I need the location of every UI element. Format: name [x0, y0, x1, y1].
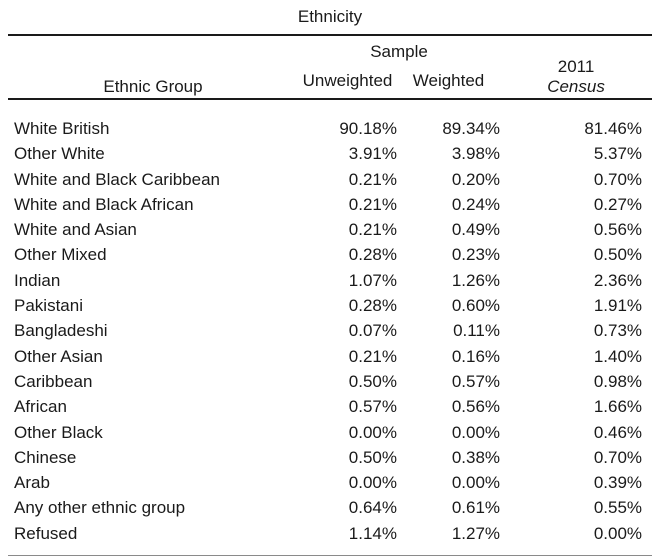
ethnic-group-cell: Any other ethnic group [14, 498, 186, 518]
percentage-cell: 0.60% [451, 296, 501, 316]
percentage-cell: 1.14% [348, 523, 397, 543]
percentage-cell: 0.00% [348, 473, 397, 493]
percentage-cell: 0.24% [451, 194, 501, 214]
table-row: Other Asian 0.21% 0.16% 1.40% [8, 344, 652, 369]
table-row: White British 90.18% 89.34% 81.46% [8, 99, 652, 141]
percentage-cell: 3.98% [451, 144, 501, 164]
percentage-cell: 81.46% [584, 119, 643, 138]
percentage-cell: 1.26% [451, 270, 501, 290]
ethnic-group-cell: Refused [14, 523, 78, 543]
table-row: Arab 0.00% 0.00% 0.39% [8, 470, 652, 495]
percentage-cell: 0.20% [451, 169, 501, 189]
percentage-cell: 0.21% [348, 346, 397, 366]
percentage-cell: 1.07% [348, 270, 397, 290]
ethnic-group-cell: Bangladeshi [14, 321, 108, 341]
percentage-cell: 0.56% [451, 397, 501, 417]
census-header-word: Census [547, 77, 605, 96]
percentage-cell: 0.11% [453, 321, 501, 341]
table-row: Other Black 0.00% 0.00% 0.46% [8, 420, 652, 445]
percentage-cell: 0.00% [451, 422, 501, 442]
column-header-weighted: Weighted [412, 70, 485, 90]
census-header-year: 2011 [557, 57, 595, 76]
table-row: Pakistani 0.28% 0.60% 1.91% [8, 293, 652, 318]
percentage-cell: 0.00% [451, 473, 501, 493]
percentage-cell: 0.00% [348, 422, 397, 442]
percentage-cell: 0.50% [348, 447, 397, 467]
percentage-cell: 0.55% [593, 498, 643, 518]
ethnic-group-cell: Indian [14, 270, 61, 290]
ethnic-group-cell: Chinese [14, 447, 77, 467]
ethnic-group-cell: Arab [14, 473, 50, 493]
percentage-cell: 0.73% [593, 321, 643, 341]
ethnic-group-cell: Other White [14, 144, 105, 164]
percentage-cell: 0.46% [593, 422, 643, 442]
column-header-ethnic-group: Ethnic Group [103, 77, 203, 96]
table-body: White British 90.18% 89.34% 81.46% Other Whi… [8, 99, 652, 546]
table-row: Other Mixed 0.28% 0.23% 0.50% [8, 242, 652, 267]
percentage-cell: 0.57% [348, 397, 397, 417]
ethnic-group-cell: White and Asian [14, 220, 137, 240]
percentage-cell: 0.39% [593, 473, 643, 493]
percentage-cell: 0.21% [348, 220, 397, 240]
table-row: Other White 3.91% 3.98% 5.37% [8, 141, 652, 166]
percentage-cell: 89.34% [442, 119, 501, 138]
percentage-cell: 1.27% [451, 523, 501, 543]
header-row-subcolumns: Unweighted Weighted [8, 63, 652, 99]
table-row: Indian 1.07% 1.26% 2.36% [8, 268, 652, 293]
ethnic-group-cell: White and Black Caribbean [14, 169, 221, 189]
ethnic-group-cell: White and Black African [14, 194, 194, 214]
percentage-cell: 90.18% [339, 119, 397, 138]
percentage-cell: 0.07% [348, 321, 397, 341]
table-row: White and Black African 0.21% 0.24% 0.27% [8, 192, 652, 217]
percentage-cell: 0.28% [348, 245, 397, 265]
percentage-cell: 5.37% [593, 144, 643, 164]
percentage-cell: 0.38% [451, 447, 501, 467]
column-header-census: 2011 Census [500, 35, 652, 99]
table-row: Refused 1.14% 1.27% 0.00% [8, 521, 652, 546]
ethnic-group-cell: Other Black [14, 422, 103, 442]
ethnic-group-cell: White British [14, 119, 110, 138]
table-row: Caribbean 0.50% 0.57% 0.98% [8, 369, 652, 394]
table-header: Ethnic Group Sample 2011 Census Unweight… [8, 35, 653, 99]
percentage-cell: 1.40% [593, 346, 643, 366]
percentage-cell: 0.98% [593, 371, 643, 391]
percentage-cell: 2.36% [593, 270, 643, 290]
ethnic-group-cell: Other Mixed [14, 245, 107, 265]
percentage-cell: 1.91% [593, 296, 643, 316]
table-row: White and Asian 0.21% 0.49% 0.56% [8, 217, 652, 242]
percentage-cell: 1.66% [593, 397, 643, 417]
percentage-cell: 0.64% [348, 498, 397, 518]
table-title: Ethnicity [297, 7, 363, 26]
percentage-cell: 0.61% [451, 498, 501, 518]
table-row: Any other ethnic group 0.64% 0.61% 0.55% [8, 495, 652, 520]
percentage-cell: 0.00% [593, 523, 643, 543]
table-row: African 0.57% 0.56% 1.66% [8, 394, 652, 419]
percentage-cell: 0.70% [593, 169, 643, 189]
percentage-cell: 0.50% [348, 371, 397, 391]
ethnic-group-cell: Other Asian [14, 346, 103, 366]
header-row-sample: Ethnic Group Sample 2011 Census [8, 35, 652, 96]
percentage-cell: 0.28% [348, 296, 397, 316]
ethnicity-table: Ethnic Group Sample 2011 Census Unweight… [8, 34, 653, 546]
percentage-cell: 0.16% [451, 346, 501, 366]
ethnic-group-cell: African [14, 397, 67, 417]
percentage-cell: 0.23% [451, 245, 501, 265]
column-header-sample: Sample [370, 42, 428, 61]
percentage-cell: 0.21% [348, 169, 397, 189]
percentage-cell: 0.57% [451, 371, 501, 391]
percentage-cell: 0.70% [593, 447, 643, 467]
column-header-unweighted: Unweighted [302, 70, 393, 90]
ethnic-group-cell: Caribbean [14, 371, 93, 391]
percentage-cell: 0.49% [451, 220, 501, 240]
table-row: Bangladeshi 0.07% 0.11% 0.73% [8, 318, 652, 343]
ethnic-group-cell: Pakistani [14, 296, 83, 316]
table-row: Chinese 0.50% 0.38% 0.70% [8, 445, 652, 470]
percentage-cell: 0.21% [348, 194, 397, 214]
table-row: White and Black Caribbean 0.21% 0.20% 0.70% [8, 167, 652, 192]
percentage-cell: 0.27% [593, 194, 643, 214]
percentage-cell: 0.56% [593, 220, 643, 240]
percentage-cell: 0.50% [593, 245, 643, 265]
percentage-cell: 3.91% [348, 144, 397, 164]
